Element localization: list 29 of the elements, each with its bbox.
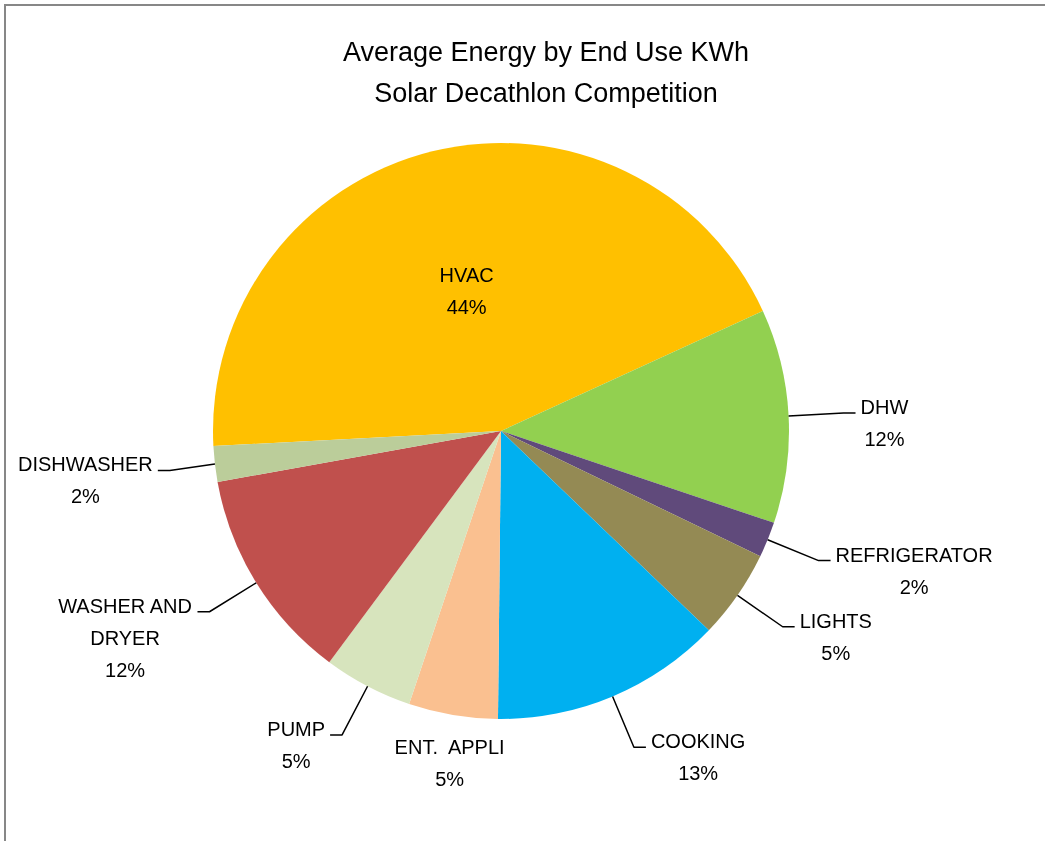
data-label: 44% (446, 296, 487, 319)
data-label: 2% (899, 575, 929, 598)
chart-title: Average Energy by End Use KWh (341, 36, 751, 69)
data-label: 5% (821, 641, 851, 664)
slice-label: WASHER AND DRYER (58, 594, 192, 649)
chart-subtitle: Solar Decathlon Competition (373, 77, 719, 110)
data-label: 12% (864, 428, 905, 451)
pie-slice (217, 431, 501, 663)
pie-slice (329, 431, 501, 704)
pie-slice (213, 143, 763, 447)
data-label: 12% (105, 658, 146, 681)
pie-slice (409, 431, 501, 719)
slice-label: PUMP (267, 717, 326, 740)
data-label: 13% (678, 762, 719, 785)
pie-slice (501, 431, 761, 631)
slice-label: DHW (860, 396, 909, 419)
slice-label: LIGHTS (799, 609, 872, 632)
data-label: 5% (435, 767, 465, 790)
slice-label: DISHWASHER (18, 453, 153, 476)
slice-label: REFRIGERATOR (835, 543, 993, 566)
data-label: 2% (70, 485, 101, 508)
pie-slice (497, 431, 709, 719)
slice-label: HVAC (439, 264, 494, 287)
slice-label: COOKING (650, 730, 746, 753)
pie-slice (501, 311, 789, 523)
slice-label: ENT. APPLI (394, 735, 505, 758)
pie-slice (501, 431, 774, 557)
data-label: 5% (281, 749, 311, 772)
pie-slice (213, 431, 501, 482)
